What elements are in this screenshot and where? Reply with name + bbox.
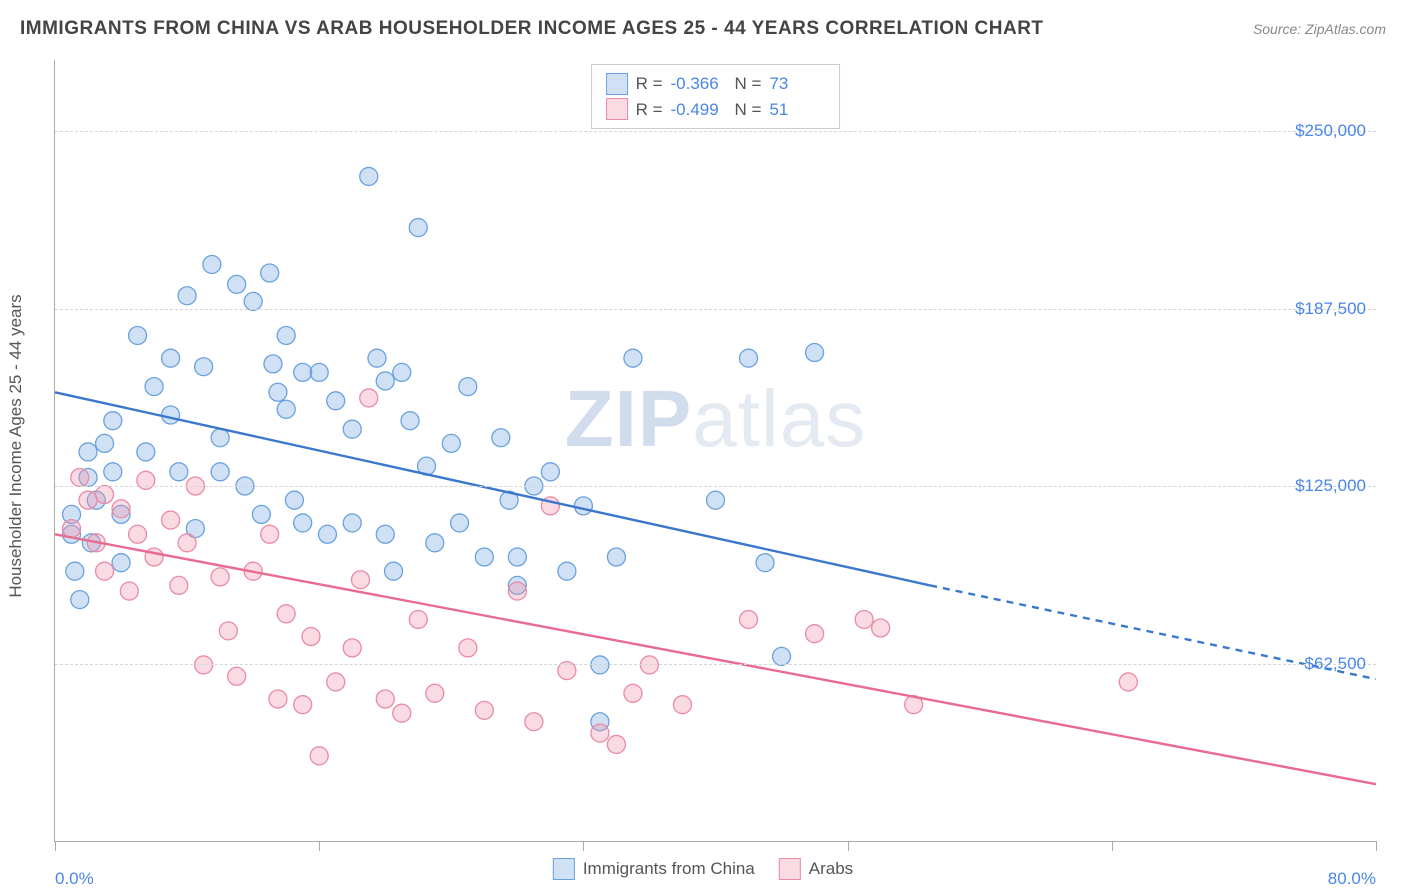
swatch-arabs [606,98,628,120]
legend-row-china: R = -0.366 N = 73 [606,71,826,97]
y-tick-label: $250,000 [1295,121,1366,141]
x-tick-label-min: 0.0% [55,869,94,889]
legend-item-china: Immigrants from China [553,858,755,880]
gridline-h [55,131,1376,132]
correlation-legend: R = -0.366 N = 73 R = -0.499 N = 51 [591,64,841,129]
x-tick-label-max: 80.0% [1328,869,1376,889]
chart-header: IMMIGRANTS FROM CHINA VS ARAB HOUSEHOLDE… [20,18,1386,40]
y-tick-label: $125,000 [1295,476,1366,496]
plot-area: ZIPatlas R = -0.366 N = 73 R = -0.499 N … [54,60,1376,842]
tick-v [1376,841,1377,851]
source-attribution: Source: ZipAtlas.com [1253,21,1386,37]
swatch-china-icon [553,858,575,880]
legend-row-arabs: R = -0.499 N = 51 [606,97,826,123]
gridline-h [55,486,1376,487]
swatch-arabs-icon [779,858,801,880]
swatch-china [606,73,628,95]
scatter-svg [55,60,1376,841]
tick-v [583,841,584,851]
legend-item-arabs: Arabs [779,858,853,880]
gridline-h [55,309,1376,310]
tick-v [319,841,320,851]
gridline-h [55,664,1376,665]
tick-v [55,841,56,851]
y-axis-label: Householder Income Ages 25 - 44 years [6,294,26,597]
y-tick-label: $187,500 [1295,299,1366,319]
series-legend: Immigrants from China Arabs [553,858,853,880]
tick-v [848,841,849,851]
chart-title: IMMIGRANTS FROM CHINA VS ARAB HOUSEHOLDE… [20,18,1044,40]
tick-v [1112,841,1113,851]
y-tick-label: $62,500 [1305,654,1366,674]
